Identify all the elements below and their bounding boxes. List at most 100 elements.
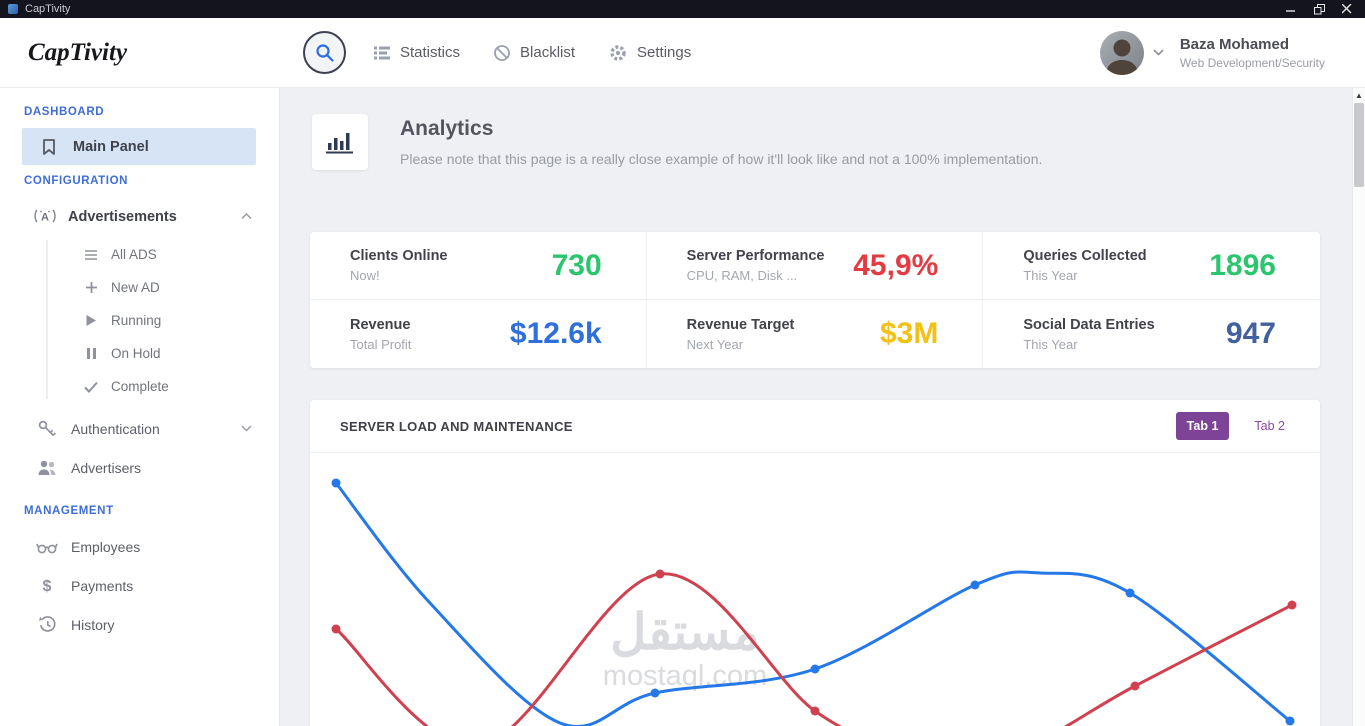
server-load-card: SERVER LOAD AND MAINTENANCE Tab 1 Tab 2 … [310, 400, 1320, 726]
stat-value: 45,9% [853, 248, 939, 282]
sidebar-item-advertisements[interactable]: A Advertisements [0, 197, 279, 236]
sidebar-subitem-complete[interactable]: Complete [0, 370, 279, 403]
scrollbar-thumb[interactable] [1354, 103, 1364, 187]
window-title: CapTivity [25, 3, 71, 15]
close-button[interactable] [1333, 0, 1361, 18]
app-header: CapTivity Statistics Blacklist Settings [0, 18, 1365, 88]
nav-settings-label: Settings [637, 44, 692, 61]
play-icon [81, 314, 101, 327]
sidebar-subitem-new-ad[interactable]: New AD [0, 271, 279, 304]
users-icon [34, 459, 60, 476]
stat-subtitle: This Year [1023, 268, 1078, 283]
watermark-latin: mostaql.com [602, 660, 768, 692]
stat-subtitle: Next Year [686, 336, 744, 352]
svg-text:A: A [41, 211, 49, 223]
window-controls [1277, 0, 1361, 18]
chevron-down-icon[interactable] [1153, 49, 1164, 56]
scrollbar[interactable]: ▲ [1352, 88, 1365, 726]
minimize-icon [1286, 10, 1295, 12]
sidebar-item-history[interactable]: History [0, 605, 279, 644]
stat-queries-collected: Queries Collected This Year 1896 [983, 232, 1320, 300]
user-name: Baza Mohamed [1179, 35, 1290, 53]
sidebar-item-label: History [71, 616, 115, 633]
stat-revenue: Revenue Total Profit $12.6k [310, 300, 647, 368]
sidebar-item-employees[interactable]: Employees [0, 527, 279, 566]
main-content: Analytics Please note that this page is … [280, 88, 1365, 726]
minimize-button[interactable] [1277, 0, 1305, 18]
sidebar-subitem-label: Complete [111, 379, 169, 394]
sidebar-item-label: Advertisements [68, 208, 177, 225]
stat-value: 947 [1225, 317, 1276, 350]
broadcast-ad-icon: A [30, 207, 60, 227]
user-role: Web Development/Security [1179, 55, 1325, 70]
chevron-up-icon [241, 213, 252, 220]
nav-statistics[interactable]: Statistics [373, 44, 460, 61]
stat-value: $12.6k [509, 317, 602, 350]
nav-settings[interactable]: Settings [608, 43, 691, 63]
stat-title: Clients Online [350, 248, 448, 264]
plus-icon [81, 281, 101, 294]
stat-title: Social Data Entries [1023, 316, 1155, 333]
stat-subtitle: This Year [1023, 336, 1078, 352]
key-icon [34, 419, 60, 439]
sidebar-subitem-running[interactable]: Running [0, 304, 279, 337]
nav-blacklist[interactable]: Blacklist [493, 44, 575, 62]
stat-revenue-target: Revenue Target Next Year $3M [647, 300, 984, 368]
page-icon-card [312, 114, 368, 170]
scroll-up-arrow[interactable]: ▲ [1355, 91, 1363, 100]
stat-title: Server Performance [686, 248, 825, 264]
app-icon [8, 4, 18, 14]
list-icon [81, 249, 101, 261]
stat-clients-online: Clients Online Now! 730 [310, 232, 647, 300]
stat-title: Revenue Target [686, 316, 795, 333]
user-text-block: Baza Mohamed Web Development/Security [1180, 36, 1325, 70]
restore-button[interactable] [1305, 0, 1333, 18]
sidebar-item-authentication[interactable]: Authentication [0, 409, 279, 448]
blacklist-icon [494, 44, 510, 61]
stat-title: Revenue [350, 316, 411, 333]
pause-icon [81, 347, 101, 360]
advertisements-submenu: All ADS New AD Running [0, 236, 279, 409]
chart-card-header: SERVER LOAD AND MAINTENANCE Tab 1 Tab 2 [310, 400, 1320, 453]
sidebar-subitem-label: All ADS [111, 247, 157, 262]
section-dashboard: DASHBOARD [24, 106, 105, 118]
sidebar-item-label: Payments [71, 577, 134, 594]
app-logo[interactable]: CapTivity [28, 38, 128, 66]
sidebar-subitem-all-ads[interactable]: All ADS [0, 238, 279, 271]
sidebar-item-payments[interactable]: $ Payments [0, 566, 279, 605]
history-icon [34, 615, 60, 634]
stat-subtitle: CPU, RAM, Disk ... [686, 268, 798, 283]
watermark: مستقل mostaql.com [553, 605, 817, 693]
avatar-silhouette-icon [1105, 39, 1138, 75]
sidebar: DASHBOARD Main Panel CONFIGURATION A Adv… [0, 88, 280, 726]
window-titlebar: CapTivity [0, 0, 1365, 18]
sidebar-item-advertisers[interactable]: Advertisers [0, 448, 279, 487]
sidebar-item-main-panel[interactable]: Main Panel [22, 128, 256, 165]
stat-subtitle: Now! [350, 268, 380, 283]
sidebar-item-label: Authentication [71, 420, 160, 437]
search-button[interactable] [303, 31, 346, 74]
chart-area: مستقل mostaql.com [310, 453, 1320, 726]
glasses-icon [34, 539, 60, 555]
sidebar-subitem-label: New AD [111, 280, 160, 295]
bookmark-icon [36, 138, 62, 156]
check-icon [81, 381, 101, 393]
main-nav: Statistics Blacklist Settings [373, 18, 691, 87]
stat-server-performance: Server Performance CPU, RAM, Disk ... 45,… [646, 232, 984, 300]
stat-social-data-entries: Social Data Entries This Year 947 [983, 300, 1320, 368]
tab-2[interactable]: Tab 2 [1243, 412, 1296, 440]
chart-tabs: Tab 1 Tab 2 [1175, 412, 1296, 440]
tab-1[interactable]: Tab 1 [1175, 412, 1230, 440]
chart-card-title: SERVER LOAD AND MAINTENANCE [340, 418, 573, 434]
nav-blacklist-label: Blacklist [520, 44, 576, 61]
settings-gear-icon [610, 44, 626, 61]
section-management: MANAGEMENT [24, 505, 114, 517]
avatar[interactable] [1099, 30, 1144, 75]
sidebar-subitem-on-hold[interactable]: On Hold [0, 337, 279, 370]
sidebar-item-label: Advertisers [71, 459, 142, 476]
section-configuration: CONFIGURATION [24, 175, 129, 187]
stat-title: Queries Collected [1023, 248, 1147, 264]
svg-text:$: $ [43, 578, 52, 595]
stats-card: Clients Online Now! 730 Server Performanc… [310, 232, 1320, 368]
